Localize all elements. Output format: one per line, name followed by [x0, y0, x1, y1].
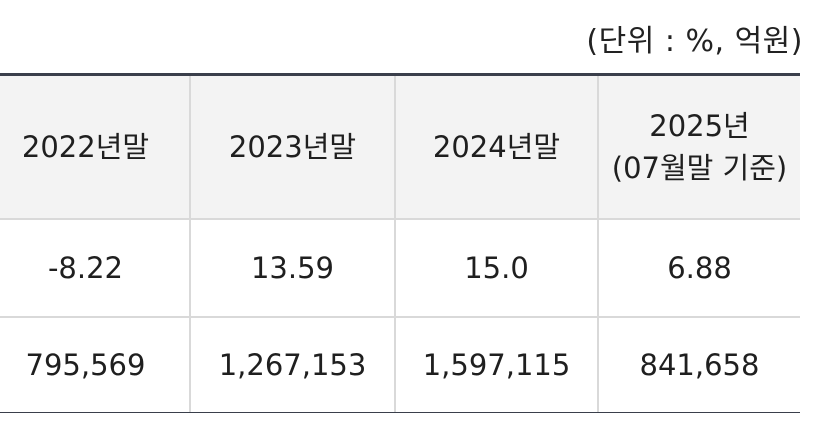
header-2024: 2024년말	[394, 73, 598, 220]
table-row: -8.22 13.59 15.0 6.88	[0, 218, 800, 318]
table-cell: 1,267,153	[189, 316, 395, 413]
table-cell: 13.59	[189, 218, 395, 318]
table-header-row: 2022년말 2023년말 2024년말 2025년 (07월말 기준)	[0, 73, 800, 220]
unit-note: (단위 : %, 억원)	[586, 24, 803, 59]
table-cell: 795,569	[0, 316, 190, 413]
header-2022: 2022년말	[0, 73, 190, 220]
table-cell: -8.22	[0, 218, 190, 318]
table-cell: 841,658	[597, 316, 800, 413]
table-cell: 6.88	[597, 218, 800, 318]
data-table-container: 2022년말 2023년말 2024년말 2025년 (07월말 기준) -8.…	[0, 73, 800, 413]
data-table: 2022년말 2023년말 2024년말 2025년 (07월말 기준) -8.…	[0, 73, 800, 413]
header-2025-line1: 2025년	[649, 108, 750, 143]
header-2023: 2023년말	[189, 73, 395, 220]
table-row: 795,569 1,267,153 1,597,115 841,658	[0, 316, 800, 413]
header-2025: 2025년 (07월말 기준)	[597, 73, 800, 220]
table-cell: 1,597,115	[394, 316, 598, 413]
table-cell: 15.0	[394, 218, 598, 318]
header-2025-line2: (07월말 기준)	[611, 150, 788, 185]
